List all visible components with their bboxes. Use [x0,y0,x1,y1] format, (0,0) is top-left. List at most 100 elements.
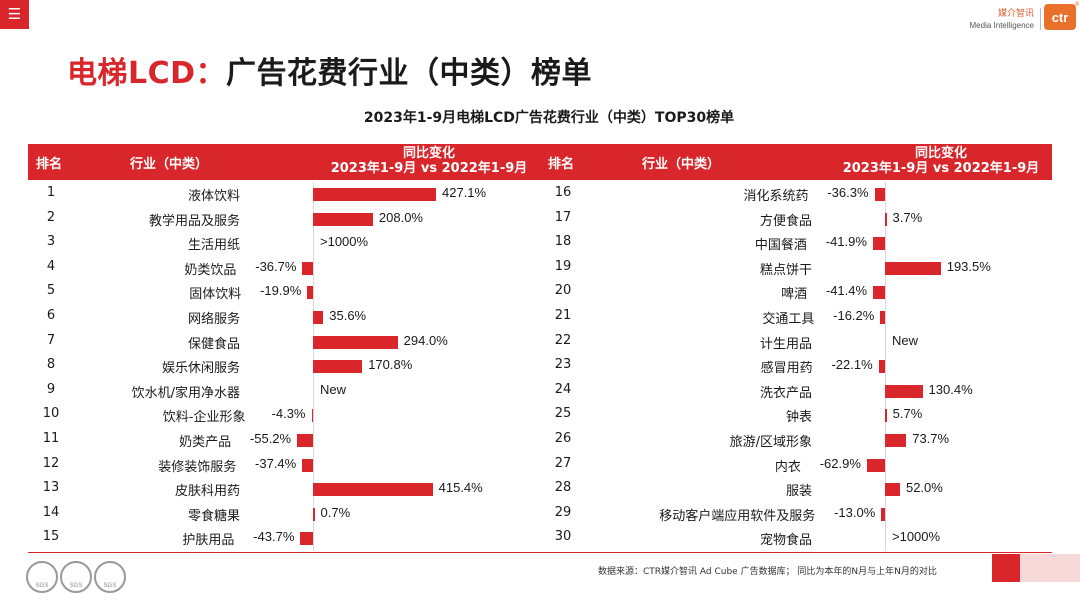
table-row: 13 皮肤科用药 415.4% [0,477,1080,501]
table-row: 8 娱乐休闲服务 170.8% [0,354,1080,378]
change-value-label: 0.7% [320,504,351,520]
sgs-seal-icon: SGS [60,561,92,593]
rank-cell: 17 [554,209,572,225]
change-bar [300,532,313,546]
rank-cell: 4 [46,258,56,274]
change-value-label: 294.0% [403,332,448,348]
header-change-period: 2023年1-9月 vs 2022年1-9月 [330,161,528,176]
industry-cell: 钟表 [785,410,812,426]
chart-title: 2023年1-9月电梯LCD广告花费行业（中类）TOP30榜单 [363,110,735,126]
change-bar [873,286,885,300]
rank-cell: 29 [554,504,572,520]
table-row: 28 服装 52.0% [0,477,1080,501]
change-bar [311,409,313,423]
change-value-label: -41.4% [825,283,868,299]
table-row: 3 生活用纸 >1000% [0,231,1080,255]
page-title-rest: 广告花费行业（中类）榜单 [226,56,593,91]
change-value-label: 5.7% [892,406,923,422]
rank-cell: 1 [46,185,56,200]
change-value-label: 427.1% [442,185,487,200]
table-row: 6 网络服务 35.6% [0,305,1080,329]
table-row: 4 奶类饮品 -36.7% [0,256,1080,280]
header-rank: 排名 [36,157,63,172]
hamburger-icon: ☰ [7,5,22,23]
table-row: 18 中国餐酒 -41.9% [0,231,1080,255]
change-value-label: -22.1% [831,357,873,373]
change-value-label: -37.4% [255,455,297,471]
table-header-left: 排名 行业（中类） 同比变化 2023年1-9月 vs 2022年1-9月 [28,144,540,180]
change-value-label: 415.4% [438,480,483,496]
change-bar [302,261,313,275]
rank-cell: 24 [554,381,572,397]
brand-name-en: Media Intelligence [969,21,1034,30]
rank-cell: 28 [554,480,572,496]
industry-cell: 皮肤科用药 [174,484,240,500]
table-row: 29 移动客户端应用软件及服务 -13.0% [0,502,1080,526]
rank-cell: 14 [42,504,60,520]
data-source-note: 数据来源：CTR媒介智讯 Ad Cube 广告数据库； 同比为本年的N月与上年N… [598,567,937,577]
industry-cell: 零食糖果 [187,508,240,524]
rank-cell: 13 [42,480,60,496]
rank-cell: 26 [554,431,572,446]
brand-divider [1040,8,1041,30]
table-row: 19 糕点饼干 193.5% [0,256,1080,280]
change-value-label: 170.8% [368,357,413,373]
table-header-right: 排名 行业（中类） 同比变化 2023年1-9月 vs 2022年1-9月 [540,144,1052,180]
page-title-highlight: 电梯LCD： [67,56,227,91]
change-bar [885,384,923,398]
rank-cell: 15 [42,529,60,545]
certification-seals: SGS SGS SGS [26,561,126,593]
industry-cell: 网络服务 [187,312,240,327]
rank-cell: 3 [46,234,56,250]
industry-cell: 宠物食品 [759,533,812,549]
change-value-label: 3.7% [892,209,923,225]
change-value-label: -55.2% [249,431,292,446]
table-row: 25 钟表 5.7% [0,403,1080,427]
change-value-label: -36.3% [827,185,869,200]
rank-cell: 23 [554,357,572,373]
header-industry: 行业（中类） [130,157,209,172]
change-value-label: -19.9% [260,283,302,299]
rank-cell: 7 [46,332,56,348]
industry-cell: 娱乐休闲服务 [161,361,240,377]
menu-button[interactable]: ☰ [0,0,29,29]
industry-cell: 奶类产品 [179,435,232,450]
change-bar [885,434,907,447]
rank-cell: 12 [42,455,60,471]
change-bar [866,458,885,472]
rank-cell: 27 [554,455,572,471]
change-bar [885,212,887,226]
table-row: 1 液体饮料 427.1% [0,182,1080,206]
industry-cell: 啤酒 [781,287,808,303]
rank-cell: 2 [46,209,56,225]
change-value-label: 35.6% [329,308,367,323]
header-change-title: 同比变化 [402,146,455,161]
header-change: 同比变化 2023年1-9月 vs 2022年1-9月 [304,146,554,176]
industry-cell: 洗衣产品 [759,385,812,401]
rank-cell: 16 [554,185,572,200]
table-row: 27 内衣 -62.9% [0,453,1080,477]
rank-cell: 8 [46,357,56,373]
rank-cell: 5 [46,283,56,299]
industry-cell: 教学用品及服务 [148,213,240,229]
industry-cell: 固体饮料 [189,287,242,303]
change-bar [874,188,885,201]
industry-cell: 计生用品 [759,336,812,352]
table-row: 20 啤酒 -41.4% [0,280,1080,304]
seal-label: SGS [103,583,117,589]
change-bar [313,507,315,521]
change-value-label: 193.5% [946,258,991,274]
change-bar [313,483,433,497]
sgs-seal-icon: SGS [26,561,58,593]
table-row: 9 饮水机/家用净水器 New [0,379,1080,403]
industry-cell: 移动客户端应用软件及服务 [659,508,816,524]
rank-cell: 9 [46,381,56,397]
change-bar [878,360,885,374]
change-value-label: >1000% [320,234,369,250]
table-row: 5 固体饮料 -19.9% [0,280,1080,304]
sgs-seal-icon: SGS [94,561,126,593]
seal-label: SGS [69,583,83,589]
change-bar [872,237,885,251]
rank-cell: 22 [554,332,572,348]
table-row: 7 保健食品 294.0% [0,330,1080,354]
